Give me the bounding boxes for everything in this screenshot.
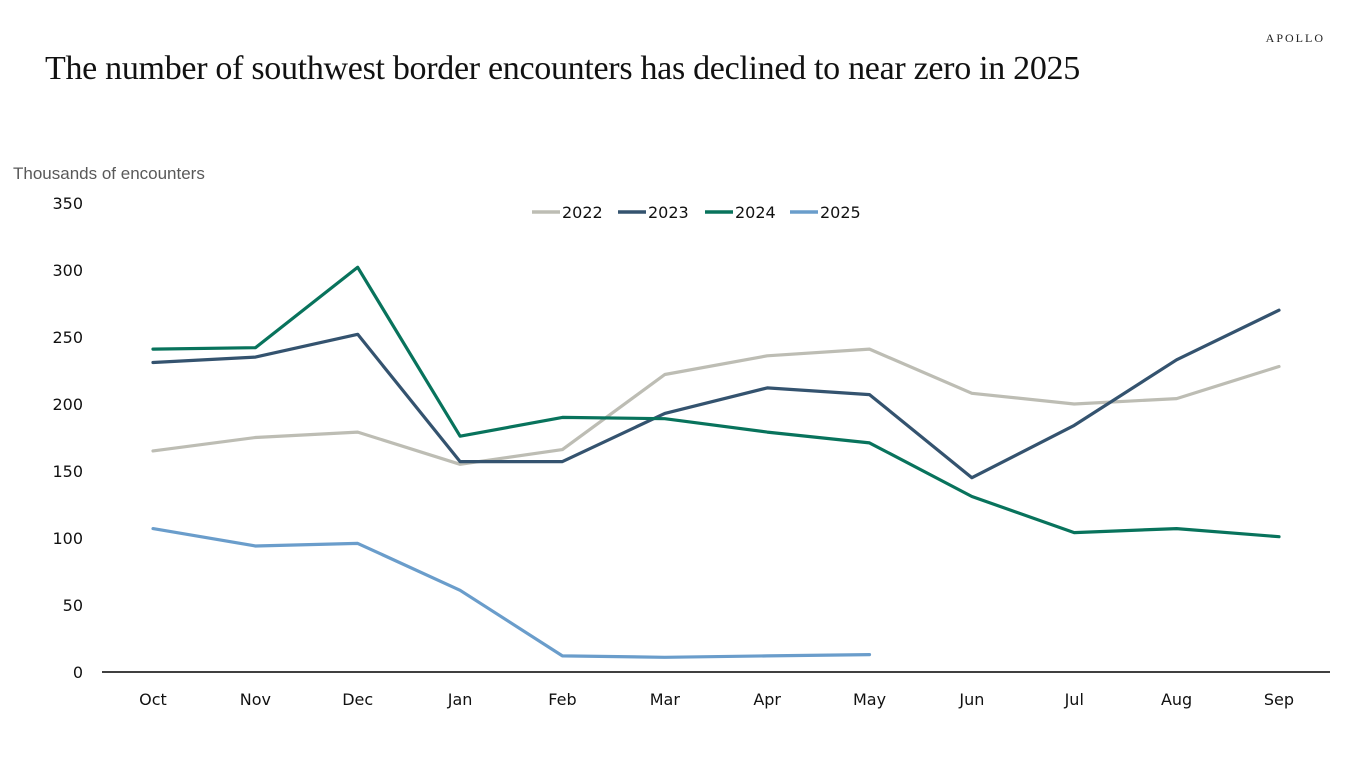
series-line-2024 [151, 265, 1281, 539]
x-tick-label: Jun [958, 690, 984, 709]
series-lines [151, 265, 1281, 659]
x-tick-label: Dec [342, 690, 373, 709]
legend-label: 2023 [648, 203, 689, 222]
chart-title: The number of southwest border encounter… [45, 50, 1080, 87]
apollo-logo: APOLLO [1265, 31, 1325, 45]
legend-label: 2024 [735, 203, 776, 222]
series-line-2023 [151, 308, 1281, 480]
x-tick-label: Aug [1161, 690, 1192, 709]
y-tick-label: 150 [52, 462, 83, 481]
y-tick-label: 0 [73, 663, 83, 682]
series-line-2022 [151, 347, 1281, 466]
y-tick-label: 200 [52, 395, 83, 414]
x-tick-label: Jan [447, 690, 473, 709]
y-tick-label: 300 [52, 261, 83, 280]
y-axis-label: Thousands of encounters [13, 164, 205, 183]
legend-label: 2025 [820, 203, 861, 222]
x-tick-label: Jul [1064, 690, 1084, 709]
x-tick-label: Mar [650, 690, 681, 709]
y-tick-label: 350 [52, 194, 83, 213]
x-tick-label: Sep [1264, 690, 1294, 709]
y-tick-label: 250 [52, 328, 83, 347]
x-tick-label: Feb [548, 690, 576, 709]
legend-label: 2022 [562, 203, 603, 222]
x-tick-label: Oct [139, 690, 167, 709]
x-axis-ticks: Oct Nov Dec Jan Feb Mar Apr May Jun Jul Aug Sep [139, 690, 1294, 709]
x-tick-label: Nov [240, 690, 271, 709]
legend: 2022 2023 2024 2025 [532, 203, 861, 222]
legend-item-2024: 2024 [705, 203, 776, 222]
series-line-2025 [151, 526, 872, 659]
legend-item-2022: 2022 [532, 203, 603, 222]
legend-item-2025: 2025 [790, 203, 861, 222]
x-tick-label: Apr [753, 690, 781, 709]
y-axis-ticks: 0 50 100 150 200 250 300 350 [52, 194, 83, 682]
y-tick-label: 100 [52, 529, 83, 548]
x-tick-label: May [853, 690, 886, 709]
y-tick-label: 50 [63, 596, 83, 615]
legend-item-2023: 2023 [618, 203, 689, 222]
